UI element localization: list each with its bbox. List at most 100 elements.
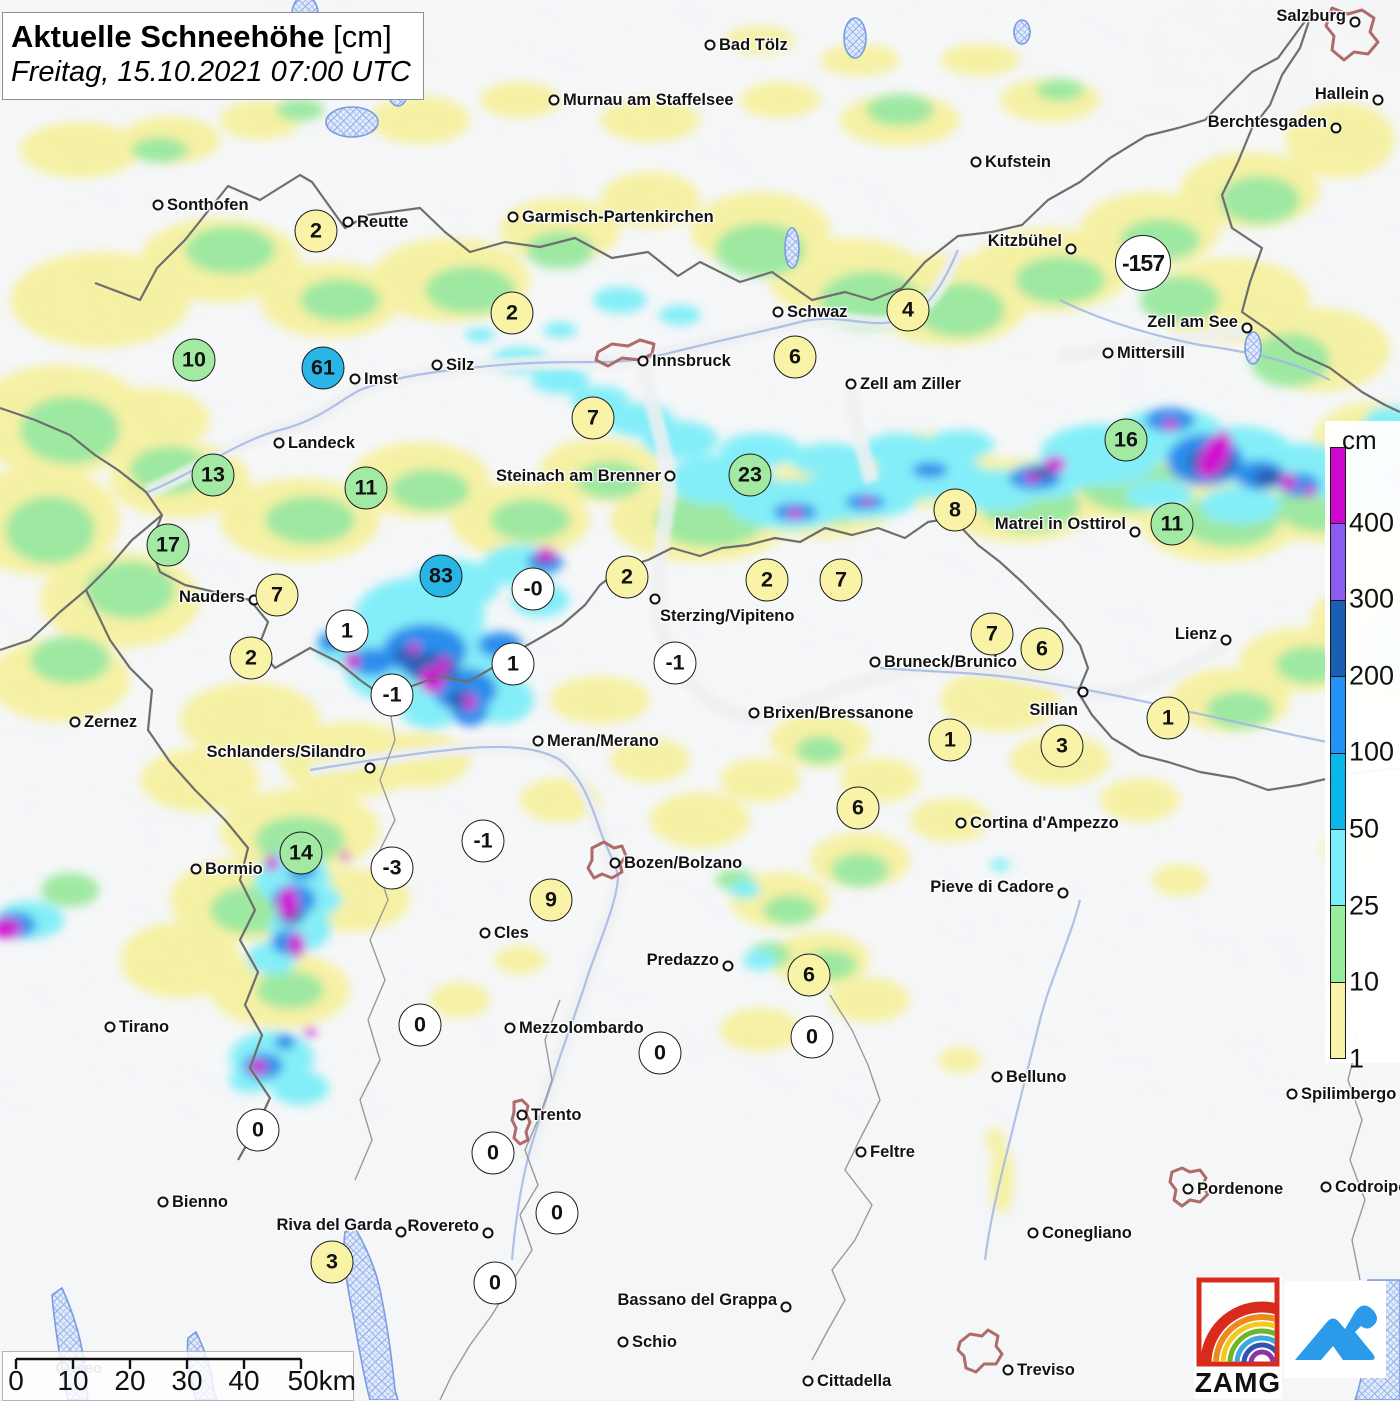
- city-marker: [273, 437, 285, 449]
- station-value: 14: [279, 831, 323, 875]
- city-marker: [395, 1226, 407, 1238]
- station-value: 0: [471, 1131, 515, 1175]
- station-value: 8: [933, 488, 977, 532]
- city-label: Bozen/Bolzano: [624, 853, 743, 872]
- city-marker: [504, 1022, 516, 1034]
- zamg-rainbow-icon: [1196, 1277, 1280, 1367]
- station-value: 23: [728, 453, 772, 497]
- city-marker: [802, 1375, 814, 1387]
- station-value: 2: [745, 558, 789, 602]
- legend-tick-label: 200: [1349, 660, 1395, 691]
- city-marker: [104, 1021, 116, 1033]
- city-label: Meran/Merano: [547, 731, 659, 750]
- city-label: Brixen/Bressanone: [763, 703, 914, 722]
- city-marker: [532, 735, 544, 747]
- city-label: Tirano: [119, 1017, 170, 1036]
- station-value: 0: [790, 1015, 834, 1059]
- scale-label: 0: [8, 1365, 24, 1396]
- city-marker: [637, 355, 649, 367]
- city-label: Schwaz: [787, 302, 848, 321]
- station-value: 1: [491, 642, 535, 686]
- scale-label: 50km: [287, 1365, 356, 1396]
- city-marker: [364, 762, 376, 774]
- station-value: 1: [1146, 696, 1190, 740]
- city-marker: [855, 1146, 867, 1158]
- city-marker: [516, 1109, 528, 1121]
- legend-segment: [1331, 600, 1345, 678]
- station-value: 6: [787, 953, 831, 997]
- city-label: Conegliano: [1042, 1223, 1132, 1242]
- city-label: Feltre: [870, 1142, 915, 1161]
- city-label: Bad Tölz: [719, 35, 788, 54]
- city-marker: [1002, 1364, 1014, 1376]
- city-label: Spilimbergo: [1301, 1084, 1397, 1103]
- station-value: 17: [146, 523, 190, 567]
- city-marker: [349, 373, 361, 385]
- station-value: 2: [229, 636, 273, 680]
- city-marker: [955, 817, 967, 829]
- city-marker: [479, 927, 491, 939]
- station-value: 11: [344, 466, 388, 510]
- city-marker: [748, 707, 760, 719]
- country-borders: [0, 11, 1400, 1161]
- city-label: Schio: [632, 1332, 677, 1351]
- city-marker: [1320, 1181, 1332, 1193]
- snow-depth-legend: cm 400 300 200 100 50 25 10 1: [1325, 421, 1400, 1072]
- city-label: Riva del Garda: [276, 1215, 392, 1234]
- city-marker: [617, 1336, 629, 1348]
- station-value: -1: [653, 641, 697, 685]
- lake-achensee: [784, 227, 800, 269]
- station-value: -157: [1115, 235, 1171, 291]
- city-marker: [1220, 634, 1232, 646]
- station-value: 7: [255, 573, 299, 617]
- legend-tick-label: 400: [1349, 507, 1395, 538]
- city-label: Trento: [531, 1105, 582, 1124]
- city-marker: [1102, 347, 1114, 359]
- partner-logo: [1284, 1281, 1386, 1378]
- scale-label: 30: [171, 1365, 203, 1396]
- city-marker: [1077, 686, 1089, 698]
- city-marker: [1330, 122, 1342, 134]
- legend-tick-label: 1: [1349, 1043, 1365, 1074]
- city-label: Pieve di Cadore: [930, 877, 1054, 896]
- map-title-text: Aktuelle Schneehöhe: [11, 19, 325, 54]
- scale-ruler: [14, 1357, 303, 1369]
- legend-segment: [1331, 829, 1345, 907]
- city-label: Zernez: [84, 712, 138, 731]
- city-marker: [507, 211, 519, 223]
- legend-colorbar: [1330, 447, 1346, 1060]
- city-marker: [664, 470, 676, 482]
- city-marker: [1129, 526, 1141, 538]
- station-value: 3: [1040, 724, 1084, 768]
- station-value: 11: [1150, 502, 1194, 546]
- city-marker: [1286, 1088, 1298, 1100]
- station-value: 61: [301, 346, 345, 390]
- city-label: Zell am Ziller: [860, 374, 961, 393]
- city-marker: [780, 1301, 792, 1313]
- title-box: Aktuelle Schneehöhe [cm] Freitag, 15.10.…: [2, 12, 424, 100]
- station-value: 83: [419, 554, 463, 598]
- city-marker: [991, 1071, 1003, 1083]
- legend-segment: [1331, 906, 1345, 983]
- station-value: 0: [473, 1261, 517, 1305]
- scale-label: 20: [114, 1365, 146, 1396]
- station-value: 2: [605, 555, 649, 599]
- city-marker: [1057, 887, 1069, 899]
- city-label: Cortina d'Ampezzo: [970, 813, 1119, 832]
- station-value: -0: [511, 567, 555, 611]
- city-label: Bassano del Grappa: [617, 1290, 777, 1309]
- city-label: Lienz: [1174, 624, 1217, 643]
- city-label: Mittersill: [1117, 343, 1185, 362]
- city-marker: [722, 960, 734, 972]
- station-value: 7: [819, 558, 863, 602]
- station-value: 0: [236, 1108, 280, 1152]
- city-label: Hallein: [1314, 84, 1369, 103]
- city-marker: [431, 359, 443, 371]
- station-value: 4: [886, 288, 930, 332]
- city-label: Landeck: [288, 433, 355, 452]
- zamg-logo-text: ZAMG: [1194, 1367, 1282, 1398]
- city-label: Schlanders/Silandro: [206, 742, 366, 761]
- legend-segment: [1331, 753, 1345, 830]
- station-value: 0: [398, 1003, 442, 1047]
- city-label: Innsbruck: [652, 351, 731, 370]
